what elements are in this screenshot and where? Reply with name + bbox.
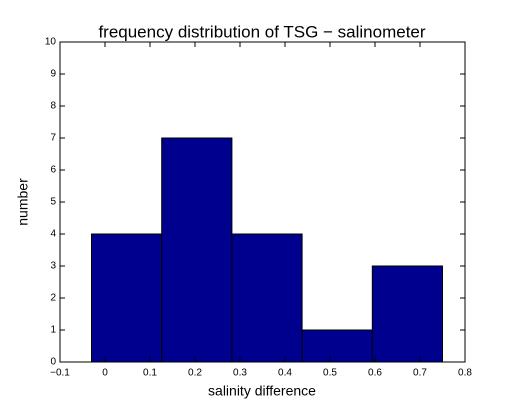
y-tick-label: 6 <box>50 165 56 176</box>
y-tick-label: 1 <box>50 325 56 336</box>
chart-title: frequency distribution of TSG − salinome… <box>98 22 425 41</box>
x-tick-label: 0.6 <box>368 368 382 379</box>
x-tick-label: −0.1 <box>50 368 70 379</box>
x-tick-label: 0.3 <box>233 368 247 379</box>
x-tick-label: 0 <box>102 368 108 379</box>
x-tick-label: 0.7 <box>413 368 427 379</box>
y-tick-label: 5 <box>50 197 56 208</box>
bar <box>371 265 443 363</box>
x-tick-label: 0.1 <box>143 368 157 379</box>
y-tick-label: 4 <box>50 229 56 240</box>
x-tick-label: 0.2 <box>188 368 202 379</box>
y-tick-label: 8 <box>50 101 56 112</box>
y-axis-label: number <box>15 178 31 226</box>
y-tick-label: 7 <box>50 133 56 144</box>
bar <box>161 137 233 363</box>
x-axis-label: salinity difference <box>208 383 316 399</box>
y-tick-label: 2 <box>50 293 56 304</box>
y-tick-label: 3 <box>50 261 56 272</box>
bar <box>301 329 373 363</box>
y-tick-label: 9 <box>50 69 56 80</box>
y-tick-label: 0 <box>50 357 56 368</box>
x-tick-label: 0.4 <box>278 368 292 379</box>
x-tick-label: 0.5 <box>323 368 337 379</box>
bar <box>91 233 163 363</box>
x-tick-label: 0.8 <box>458 368 472 379</box>
y-tick-label: 10 <box>45 37 57 48</box>
bar <box>231 233 303 363</box>
